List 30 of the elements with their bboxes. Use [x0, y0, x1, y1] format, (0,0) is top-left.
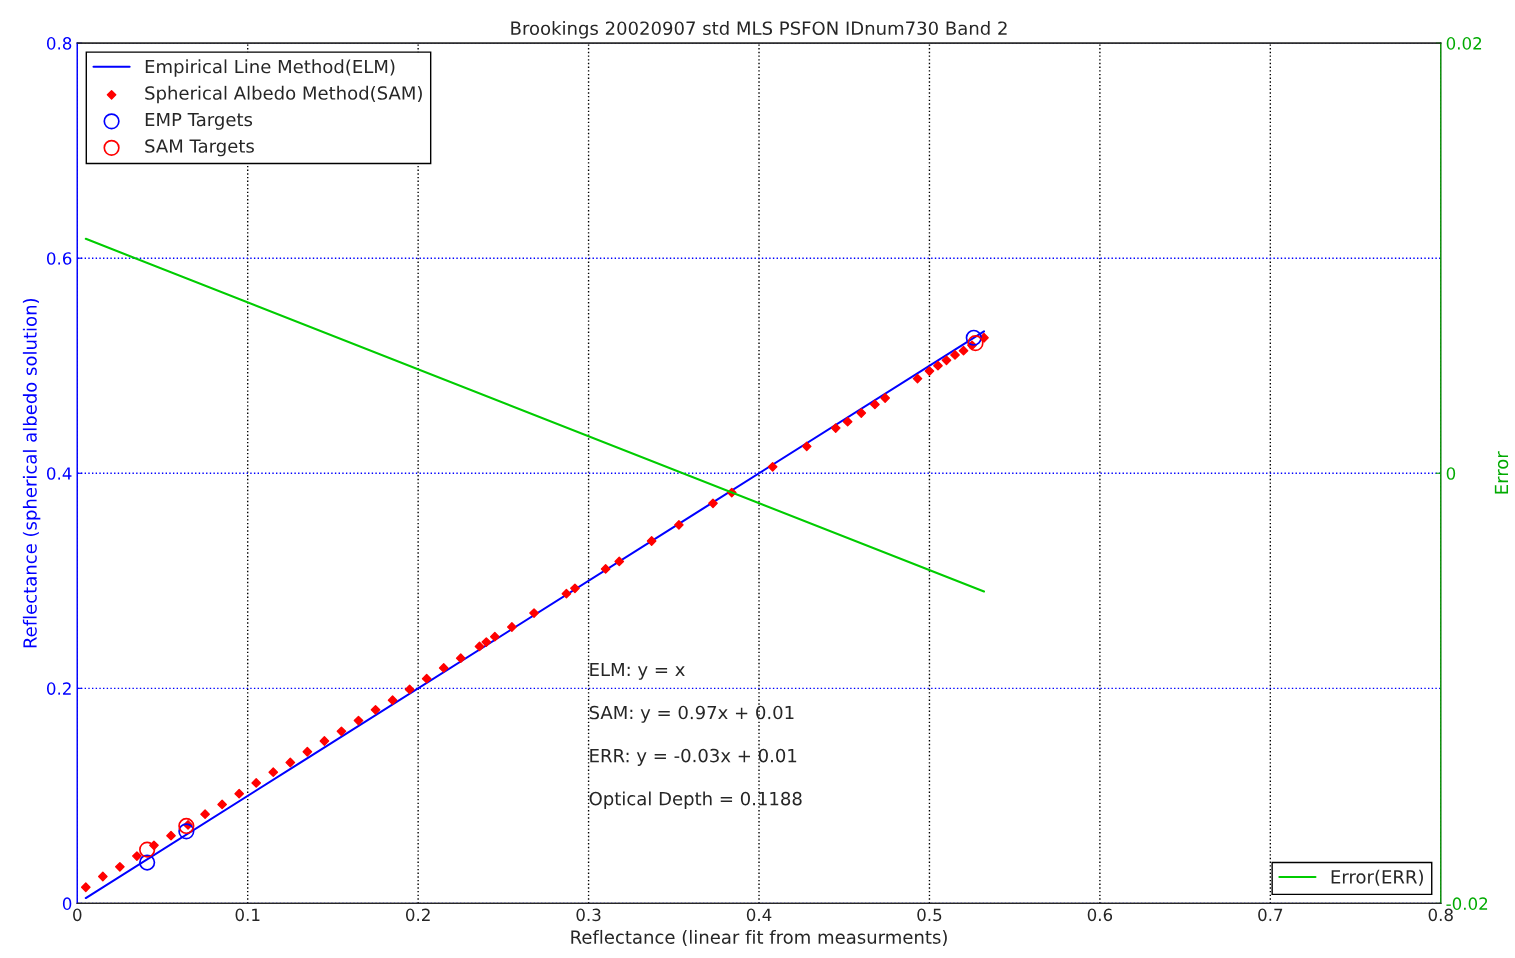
- x-axis-title: Reflectance (linear fit from measurments): [571, 929, 947, 947]
- y-tick-label: 0.4: [47, 467, 72, 480]
- x-tick-label: 0.7: [1258, 908, 1283, 922]
- y-tick-label: 0.6: [47, 252, 72, 265]
- y2-tick-label: 0: [1446, 467, 1456, 480]
- y2-tick-label: -0.02: [1446, 897, 1488, 910]
- legend-label: Spherical Albedo Method(SAM): [145, 85, 422, 104]
- chart-title: Brookings 20020907 std MLS PSFON IDnum730 Band 2: [511, 21, 1007, 39]
- annotation: SAM: y = 0.97x + 0.01: [589, 705, 794, 723]
- y-axis-title: Reflectance (spherical albedo solution): [22, 298, 41, 648]
- x-tick-label: 0: [73, 908, 82, 922]
- y2-tick-label: 0.02: [1446, 37, 1482, 50]
- legend-label: Error(ERR): [1331, 869, 1423, 886]
- legend-label: EMP Targets: [145, 112, 253, 130]
- annotation: Optical Depth = 0.1188: [589, 791, 802, 809]
- legend-label: SAM Targets: [145, 139, 254, 157]
- x-tick-label: 0.8: [1428, 908, 1453, 922]
- x-tick-label: 0.4: [746, 908, 772, 922]
- x-tick-label: 0.1: [235, 908, 260, 922]
- x-tick-label: 0.6: [1087, 908, 1113, 922]
- annotation: ERR: y = -0.03x + 0.01: [590, 748, 797, 766]
- y2-axis-title: Error: [1494, 451, 1509, 494]
- x-tick-label: 0.5: [917, 908, 942, 922]
- y-tick-label: 0.2: [47, 682, 71, 695]
- y-tick-label: 0: [62, 897, 72, 910]
- x-tick-label: 0.2: [405, 908, 430, 922]
- legend-label: Empirical Line Method(ELM): [145, 59, 395, 77]
- x-tick-label: 0.3: [576, 908, 601, 922]
- annotation: ELM: y = x: [590, 662, 685, 680]
- y-tick-label: 0.8: [47, 37, 72, 50]
